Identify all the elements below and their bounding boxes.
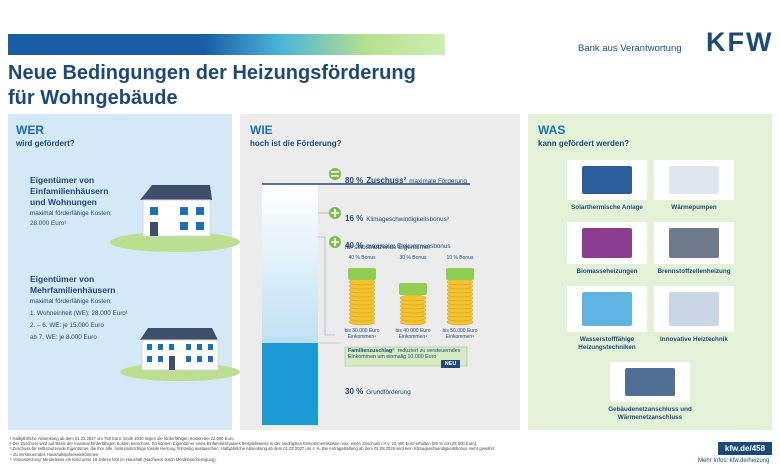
- max-line: 80 % Zuschuss² maximale Förderung: [345, 170, 470, 188]
- more-info: Mehr Infos: kfw.de/heizung: [698, 458, 770, 464]
- tier-limit: bis 50.000 Euro: [442, 328, 478, 334]
- tile-label: Solarthermische Anlage: [571, 204, 643, 211]
- group-title: Einfamilienhäusern: [30, 186, 109, 196]
- tile-label: Brennstoffzellenheizung: [657, 268, 731, 275]
- tile-images: [567, 160, 734, 402]
- label: Zuschuss²: [366, 176, 407, 185]
- gauge: [262, 183, 470, 425]
- group-line: 28.000 Euro¹: [30, 220, 67, 227]
- tile-icon: [625, 368, 675, 396]
- group-title: Eigentümer von: [30, 274, 95, 284]
- group-title: und Wohnungen: [30, 197, 97, 207]
- tier-limit: Einkommen⁴: [445, 334, 475, 340]
- badge: NEU: [444, 361, 457, 367]
- footnote: ¹ Halbjährliche Absenkung ab dem 01.02.2…: [10, 436, 235, 441]
- subheading: kann gefördert werden?: [538, 139, 630, 148]
- tile-label: Wärmepumpen: [671, 204, 717, 211]
- percent: 80 %: [345, 176, 364, 185]
- logo: KFW: [706, 27, 774, 57]
- family-text: Familienzuschlag⁵ reduziert zu versteuern…: [348, 348, 466, 360]
- tile-icon: [669, 292, 719, 326]
- coin-stacks: [348, 268, 474, 326]
- title: für Wohngebäude: [8, 87, 178, 109]
- footnote: ⁵ Voraussetzung: Mindestens ein Kind unt…: [10, 456, 217, 462]
- bills: [348, 268, 376, 280]
- income-label: für selbstnutzende Eigentümer: [345, 244, 431, 251]
- tier-limit: Einkommen⁴: [398, 334, 428, 340]
- subheading: hoch ist die Förderung?: [250, 139, 342, 148]
- icons: [329, 168, 341, 248]
- tile-label: Gebäudenetzanschluss und Wärmenetzanschl…: [608, 406, 692, 422]
- label: Grundförderung: [366, 389, 411, 396]
- header-strip: [8, 34, 445, 55]
- coin: [399, 294, 427, 302]
- percent: 30 %: [345, 387, 364, 396]
- tile-label: Wasserstofffähige Heizungstechniken: [578, 336, 636, 352]
- title: Neue Bedingungen der Heizungsförderung: [8, 62, 416, 84]
- house-single: [110, 185, 240, 252]
- tier-bonus: 10 % Bonus: [446, 255, 474, 261]
- family-box: [344, 346, 468, 367]
- tier-limit: Einkommen⁴: [347, 334, 377, 340]
- group-line: 1. Wohneinheit (WE): 28.000 Euro¹: [30, 310, 128, 317]
- bills: [446, 268, 474, 280]
- link: kfw.de/458: [724, 444, 766, 453]
- tier-limit: bis 40.000 Euro: [395, 328, 431, 334]
- footnote: ³ Zuschuss für selbstnutzende Eigentümer…: [10, 446, 496, 452]
- tile-label: Biomasseheizungen: [576, 268, 638, 275]
- family-label: Familienzuschlag⁵: [348, 348, 395, 354]
- tagline: Bank aus Verantwortung: [578, 43, 682, 54]
- footnote: ² Der Zuschuss wird auf Basis der maxima…: [10, 441, 478, 447]
- tile-icon: [582, 228, 632, 258]
- tile-label: Innovative Heiztechnik: [660, 336, 728, 343]
- wer-panel: [8, 114, 232, 430]
- group-line: maximal förderfähige Kosten:: [30, 210, 112, 217]
- group-line: 2. – 6. WE: je 15.000 Euro: [30, 322, 104, 329]
- percent: 40 %: [345, 241, 364, 250]
- label: Klimageschwindigkeitsbonus³: [366, 216, 449, 223]
- label: maximaler Einkommensbonus: [366, 243, 451, 250]
- note: maximale Förderung: [409, 178, 467, 185]
- family-text: reduziert zu versteuerndes Einkommen um …: [348, 348, 461, 361]
- heading: WER: [16, 123, 44, 137]
- bills: [399, 283, 427, 295]
- group-title: Mehrfamilienhäusern: [30, 285, 116, 295]
- tile-icon: [582, 292, 632, 326]
- income-line: 40 % maximaler Einkommensbonus: [345, 235, 454, 253]
- percent: 16 %: [345, 214, 364, 223]
- group-line: maximal förderfähige Kosten:: [30, 298, 112, 305]
- heading: WIE: [250, 123, 273, 137]
- climate-line: 16 % Klimageschwindigkeitsbonus³: [345, 208, 452, 226]
- footnote: ⁴ Zu versteuerndes Haushaltsjahreseinkom…: [10, 451, 99, 457]
- tier-bonus: 30 % Bonus: [399, 255, 427, 261]
- tile-icon: [669, 228, 719, 258]
- tile-icon: [582, 166, 632, 194]
- tier-limit: bis 30.000 Euro: [344, 328, 380, 334]
- group-title: Eigentümer von: [30, 175, 95, 185]
- new-badge: [441, 360, 460, 368]
- tier-bonus: 40 % Bonus: [348, 255, 376, 261]
- link-badge: [718, 442, 772, 455]
- house-multi: [120, 328, 240, 381]
- heading: WAS: [538, 123, 566, 137]
- tile-icon: [669, 166, 719, 194]
- subheading: wird gefördert?: [16, 139, 75, 148]
- group-line: ab 7. WE: je 8.000 Euro: [30, 334, 97, 341]
- base-line: 30 % Grundförderung: [345, 381, 414, 399]
